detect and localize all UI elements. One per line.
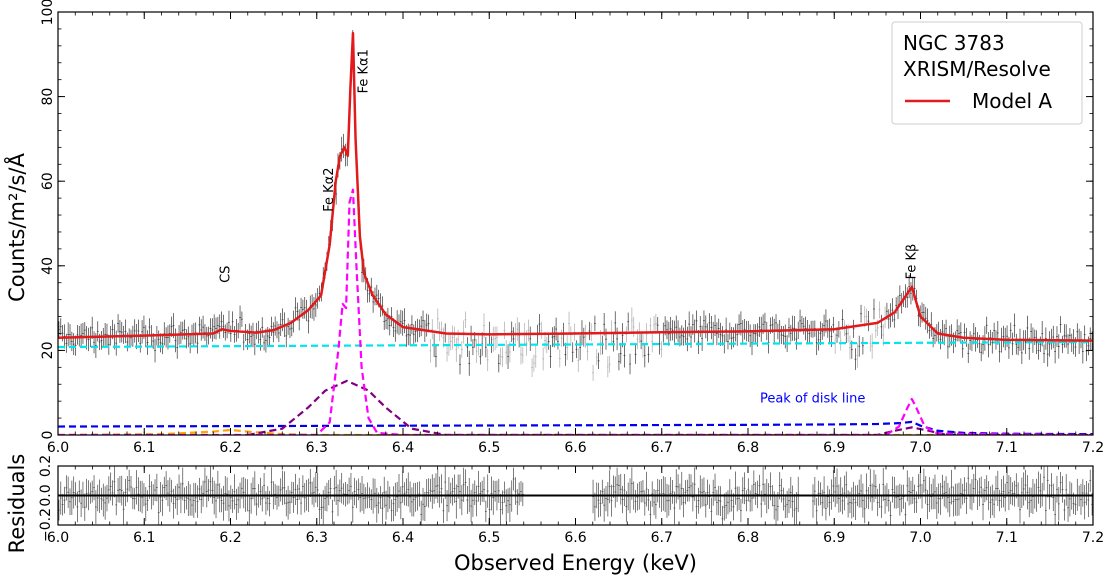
legend-box <box>891 21 1083 125</box>
spectrum-y-tick-label: 20 <box>40 341 56 359</box>
series-line-continuum <box>58 340 1093 349</box>
spectrum-x-tick-label: 6.3 <box>306 440 328 456</box>
spectrum-y-axis-label: Counts/m²/s/Å <box>3 153 29 302</box>
residuals-x-tick-label: 6.5 <box>478 530 500 546</box>
spectrum-annotations: CS Fe Kα2 Fe Kα1 Fe Kβ Peak of disk line <box>219 49 920 406</box>
legend-title-source: NGC 3783 <box>903 31 1005 55</box>
legend-title-instrument: XRISM/Resolve <box>903 57 1051 81</box>
spectrum-x-tick-label: 6.6 <box>564 440 586 456</box>
residuals-axis-ticks: 6.0 6.1 6.2 6.3 6.4 6.5 6.6 6.7 6.8 6.9 7.0 7.1 7.2 −… <box>38 455 1104 546</box>
spectrum-y-tick-label: 40 <box>40 257 56 275</box>
spectrum-x-tick-label: 6.9 <box>823 440 845 456</box>
annotation-fe-k-1: Fe Kα1 <box>357 49 372 93</box>
residuals-y-tick-label: 0.0 <box>38 484 54 506</box>
residuals-panel: 6.0 6.1 6.2 6.3 6.4 6.5 6.6 6.7 6.8 6.9 7.0 7.1 7.2 −… <box>5 454 1104 575</box>
spectrum-x-tick-label: 7.0 <box>909 440 931 456</box>
legend-entry-model-a: Model A <box>972 89 1052 113</box>
residuals-x-tick-label: 6.3 <box>306 530 328 546</box>
residuals-x-tick-label: 7.2 <box>1082 530 1104 546</box>
residuals-x-tick-label: 6.8 <box>737 530 759 546</box>
residuals-x-tick-label: 6.4 <box>392 530 414 546</box>
series-line-disk-line <box>58 420 1093 435</box>
spectrum-x-tick-label: 6.0 <box>47 440 69 456</box>
residuals-x-tick-label: 6.0 <box>47 530 69 546</box>
residuals-y-tick-label: 0.2 <box>38 455 54 477</box>
spectrum-x-tick-label: 7.2 <box>1082 440 1104 456</box>
residuals-x-tick-label: 6.1 <box>133 530 155 546</box>
residuals-x-tick-label: 7.0 <box>909 530 931 546</box>
residuals-x-tick-label: 6.7 <box>651 530 673 546</box>
spectrum-x-tick-label: 6.5 <box>478 440 500 456</box>
legend: NGC 3783 XRISM/Resolve Model A <box>891 21 1083 125</box>
spectrum-y-tick-label: 100 <box>40 0 56 25</box>
spectrum-axis-ticks: 6.0 6.1 6.2 6.3 6.4 6.5 6.6 6.7 6.8 6.9 7.0 7.1 7.2 0… <box>40 0 1104 456</box>
x-axis-label: Observed Energy (keV) <box>454 551 697 575</box>
spectrum-x-tick-label: 6.1 <box>133 440 155 456</box>
residuals-y-axis-label: Residuals <box>5 454 29 554</box>
spectrum-y-tick-label: 80 <box>40 88 56 106</box>
residuals-x-tick-label: 6.9 <box>823 530 845 546</box>
residuals-data-layer <box>58 466 1093 525</box>
spectrum-panel: 6.0 6.1 6.2 6.3 6.4 6.5 6.6 6.7 6.8 6.9 7.0 7.1 7.2 0… <box>3 0 1104 456</box>
annotation-fe-k: Fe Kβ <box>904 244 919 280</box>
spectrum-x-tick-label: 6.4 <box>392 440 414 456</box>
spectrum-x-tick-label: 6.8 <box>737 440 759 456</box>
annotation-cs: CS <box>219 266 234 283</box>
spectrum-y-tick-label: 60 <box>40 172 56 190</box>
spectrum-data-layer <box>58 30 1093 435</box>
residuals-x-tick-label: 6.2 <box>219 530 241 546</box>
spectrum-x-tick-label: 6.2 <box>219 440 241 456</box>
spectrum-y-tick-label: 0 <box>40 431 56 440</box>
annotation-fe-k-2: Fe Kα2 <box>322 168 337 212</box>
residuals-x-tick-label: 6.6 <box>564 530 586 546</box>
series-line-model-a <box>58 31 1093 342</box>
residuals-y-tick-label: −0.2 <box>38 508 54 542</box>
residuals-x-tick-label: 7.1 <box>996 530 1018 546</box>
series-line-narrow-fe-k-lines <box>58 188 1093 435</box>
spectrum-x-tick-label: 6.7 <box>651 440 673 456</box>
annotation-peak-of-disk-line: Peak of disk line <box>760 392 865 407</box>
spectrum-x-tick-label: 7.1 <box>996 440 1018 456</box>
